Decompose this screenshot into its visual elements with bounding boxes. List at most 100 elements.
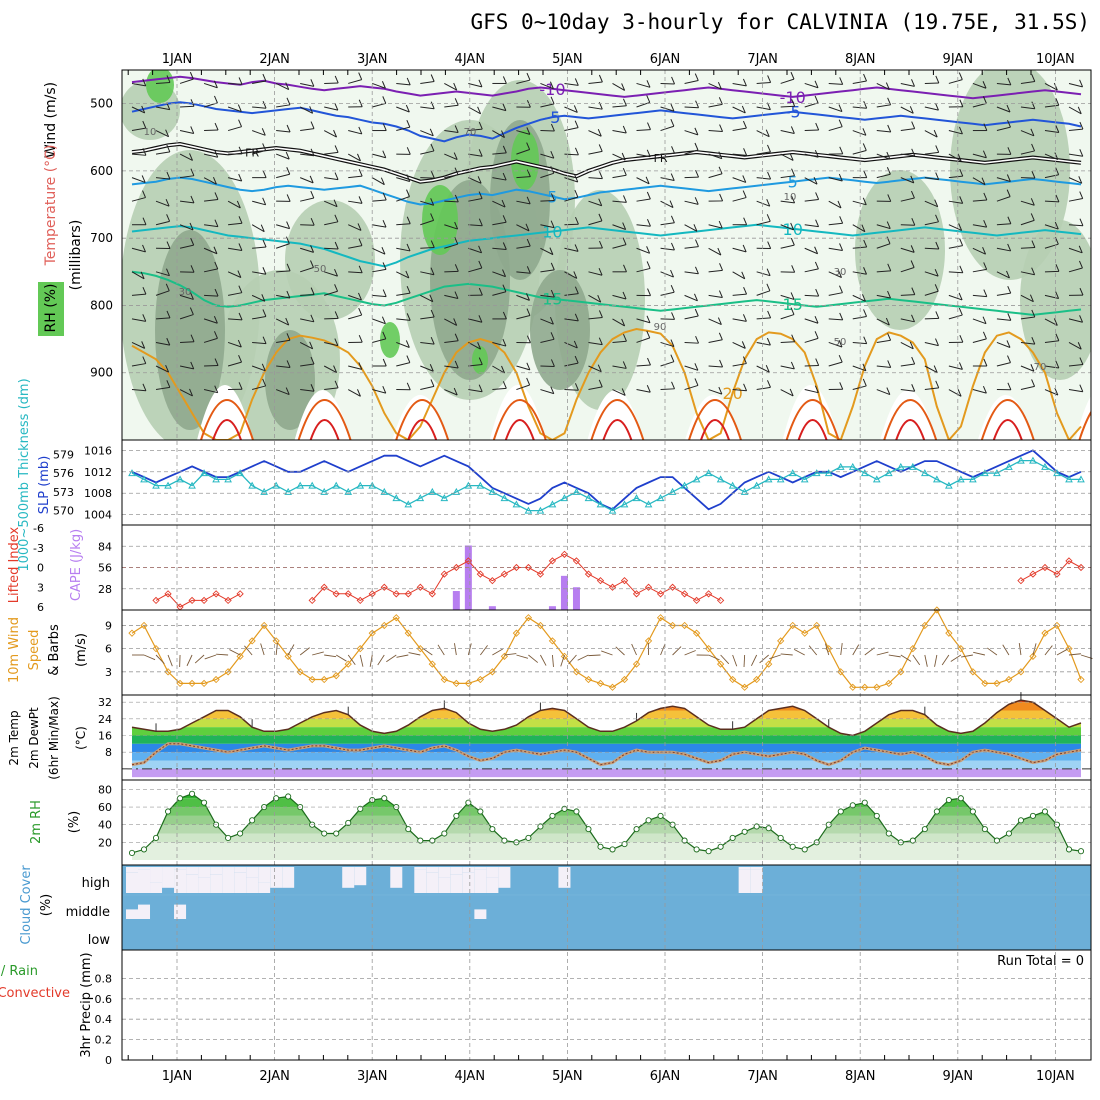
- cloud-high-patch: [738, 869, 751, 893]
- wind-barb-flag: [814, 261, 819, 270]
- rh-marker: [501, 837, 508, 844]
- thickness-marker: [884, 469, 893, 477]
- isotherm-30: [992, 419, 1023, 440]
- wind-barb-flag: [621, 83, 626, 91]
- thickness-marker: [680, 481, 689, 489]
- wind-barb-flag: [190, 237, 195, 246]
- thickness-marker: [176, 475, 184, 483]
- wind-barb-flag: [310, 314, 315, 323]
- wind-barb-flag: [935, 241, 940, 250]
- wind-barb: [684, 294, 698, 302]
- wind-barb: [804, 268, 819, 273]
- wind-barb-flag: [598, 310, 603, 318]
- wind-barb-flag: [863, 336, 868, 344]
- pressure-tick-label: 900: [90, 366, 113, 380]
- lifted-index-marker: [488, 577, 497, 585]
- thickness-marker: [284, 487, 293, 495]
- wind-barb-flag: [1007, 119, 1011, 128]
- thickness-marker: [1005, 462, 1013, 470]
- cloud-high-gap: [390, 867, 403, 888]
- wind-barb: [348, 294, 362, 301]
- wind-barb: [924, 200, 938, 208]
- rh-marker: [189, 790, 196, 797]
- rh-marker: [225, 834, 232, 841]
- wind10-barb: [369, 654, 373, 667]
- wind-barb-flag: [839, 312, 844, 321]
- wind-barb-flag: [622, 237, 627, 245]
- day-label-bottom: 10JAN: [1036, 1069, 1075, 1084]
- wind-barb-flag: [861, 294, 866, 302]
- wind10-barb: [631, 643, 637, 656]
- wind-barb: [1044, 243, 1059, 249]
- isotherm-30: [602, 419, 633, 440]
- wind-barb-flag: [165, 199, 170, 207]
- wind-barb-flag: [334, 214, 339, 223]
- wind-barb-flag: [430, 198, 435, 206]
- rh-saturated-area: [380, 322, 400, 358]
- wind-barb: [444, 83, 457, 91]
- lifted-index-marker: [716, 596, 725, 605]
- wind-barb: [924, 341, 939, 347]
- wind10-barb: [386, 654, 397, 663]
- wind-barb: [540, 318, 554, 325]
- wind-barb-flag: [694, 266, 699, 274]
- wind-barb: [684, 365, 699, 371]
- day-label-top: 10JAN: [1036, 52, 1075, 67]
- wind-barb-flag: [238, 382, 243, 390]
- isotherm-30: [797, 419, 828, 440]
- wind-barb-flag: [454, 194, 459, 203]
- wind-barb-flag: [526, 362, 531, 371]
- wind-barb: [516, 384, 530, 391]
- cape-bar: [488, 606, 496, 610]
- wind-barb-flag: [550, 289, 555, 298]
- wind-barb-flag: [190, 265, 195, 273]
- wind-barb-flag: [623, 264, 627, 273]
- wind-barb-flag: [262, 197, 267, 206]
- wind-barb: [468, 128, 483, 132]
- wind-barb-flag: [381, 316, 386, 324]
- wind-barb-flag: [1007, 243, 1012, 252]
- wind10-barb: [377, 654, 385, 666]
- wind-barb: [444, 340, 459, 343]
- wind-barb: [275, 83, 289, 91]
- wind-barb: [180, 341, 195, 343]
- thickness-marker: [620, 500, 629, 508]
- wind-barb: [564, 247, 579, 252]
- wind-barb-flag: [862, 197, 867, 206]
- wind-speed-marker: [692, 629, 701, 637]
- wind-barb: [1068, 318, 1083, 323]
- wind-barb-flag: [622, 291, 627, 300]
- wind-barb: [948, 389, 962, 397]
- wind-barb-flag: [189, 307, 194, 315]
- rh-marker: [597, 843, 604, 850]
- wind-barb-flag: [213, 246, 218, 254]
- wind-barb: [732, 293, 747, 296]
- wind-barb: [924, 106, 939, 111]
- wind-speed-marker: [440, 675, 448, 684]
- wind-barb-flag: [406, 313, 411, 321]
- wind-barb: [588, 365, 602, 373]
- wind-barb-flag: [1078, 176, 1083, 184]
- wind-barb: [372, 153, 386, 159]
- axis-labels: 5006007008009001004100810121016570573576…: [0, 52, 1075, 1084]
- wind-barb: [372, 199, 387, 202]
- wind-barb: [492, 130, 505, 138]
- wind-barb: [420, 365, 434, 372]
- day-label-top: 1JAN: [162, 52, 193, 67]
- rh-marker: [849, 802, 856, 809]
- wind-barb: [420, 81, 435, 84]
- wind-barb-flag: [1079, 121, 1084, 130]
- wind-barb: [203, 153, 218, 158]
- wind-barb-flag: [478, 191, 483, 199]
- wind-barb: [612, 200, 627, 203]
- wind-barb-flag: [501, 365, 505, 374]
- wind-barb-flag: [262, 73, 267, 82]
- thickness-marker: [933, 475, 941, 483]
- wind-barb: [900, 363, 915, 367]
- wind-barb: [180, 105, 195, 108]
- wind10-barb: [186, 654, 193, 667]
- wind-barb: [468, 364, 483, 367]
- rh-marker: [140, 846, 148, 853]
- wind-barb: [420, 106, 435, 110]
- cloud-high-patch: [750, 869, 763, 893]
